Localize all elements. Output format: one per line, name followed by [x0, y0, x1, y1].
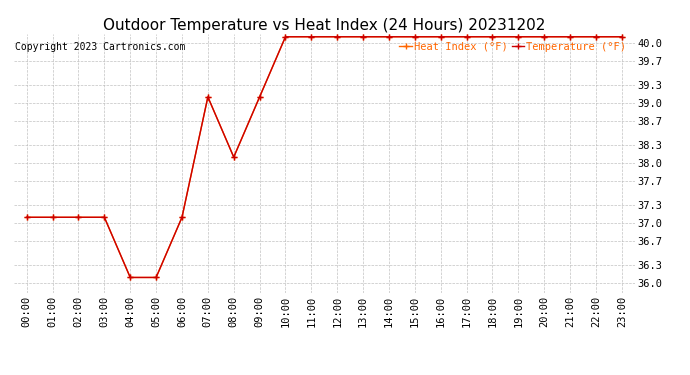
Text: Copyright 2023 Cartronics.com: Copyright 2023 Cartronics.com: [15, 42, 186, 51]
Title: Outdoor Temperature vs Heat Index (24 Hours) 20231202: Outdoor Temperature vs Heat Index (24 Ho…: [103, 18, 546, 33]
Legend: Heat Index (°F), Temperature (°F): Heat Index (°F), Temperature (°F): [400, 42, 627, 51]
